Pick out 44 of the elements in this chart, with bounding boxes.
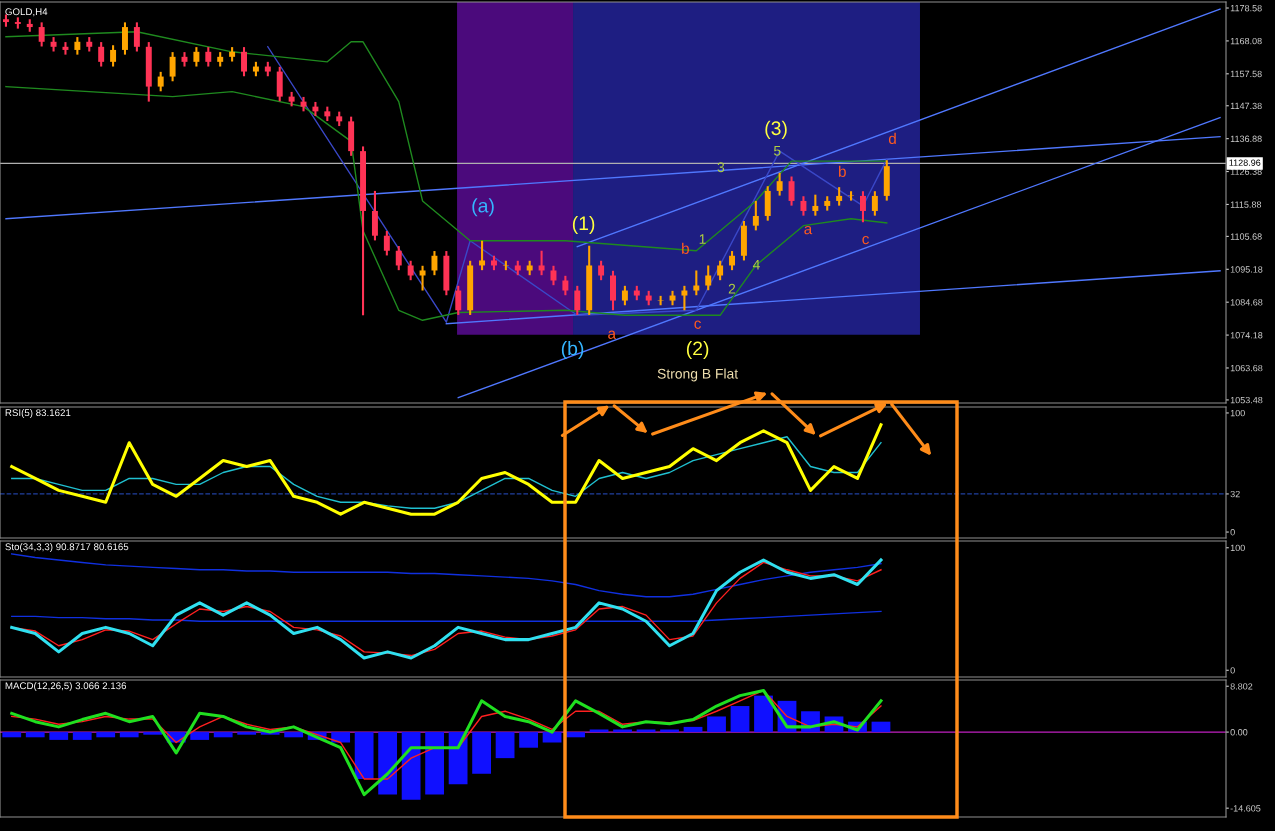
annotation: (b) [561,341,584,360]
y-tick-label: 1095.18 [1230,266,1263,273]
annotation: 3 [717,162,725,173]
y-tick-label: 1157.58 [1230,70,1262,78]
y-tick-label: 0.00 [1230,729,1248,736]
ref-line-label: 1128.96 [1229,159,1261,166]
y-tick-label: 1178.58 [1230,4,1262,12]
annotation: d [888,132,896,145]
chart-title: Sto(34,3,3) 90.8717 80.6165 [5,543,129,553]
y-tick-label: 1168.08 [1230,37,1262,45]
annotation: 4 [752,259,760,270]
annotation: (2) [686,341,709,360]
annotation: 2 [728,283,736,294]
y-tick-label: 1074.18 [1230,332,1263,339]
annotation: Strong B Flat [657,368,739,382]
annotation: a [804,225,813,235]
y-tick-label: 1126.38 [1230,168,1262,175]
y-tick-label: 1136.88 [1230,135,1262,143]
chart-title: MACD(12,26,5) 3.066 2.136 [5,682,127,692]
annotation: 1 [699,234,706,244]
y-tick-label: 1053.48 [1230,396,1263,404]
y-tick-label: 0 [1230,529,1235,536]
chart-title: RSI(5) 83.1621 [5,408,71,419]
y-tick-label: 1084.68 [1230,299,1263,306]
annotation: (a) [472,198,494,217]
annotation: c [694,320,702,329]
annotation: a [608,330,617,339]
y-tick-label: 32 [1230,490,1240,498]
y-tick-label: -14.605 [1230,805,1261,812]
y-tick-label: 1115.88 [1230,201,1262,208]
annotation: (1) [572,215,595,235]
text: GOLD,H4 [5,8,48,17]
annotation: b [839,165,846,177]
y-tick-label: 8.802 [1230,683,1253,690]
y-tick-label: 1063.68 [1230,364,1263,372]
y-tick-label: 1105.68 [1230,233,1262,240]
y-tick-label: 100 [1230,409,1245,417]
y-tick-label: 100 [1230,544,1245,552]
annotation: b [682,242,689,254]
y-tick-label: 1147.38 [1230,102,1262,110]
annotation: c [862,235,869,245]
y-tick-label: 0 [1230,667,1235,674]
annotation: (3) [765,120,787,139]
annotation: 5 [773,146,781,156]
